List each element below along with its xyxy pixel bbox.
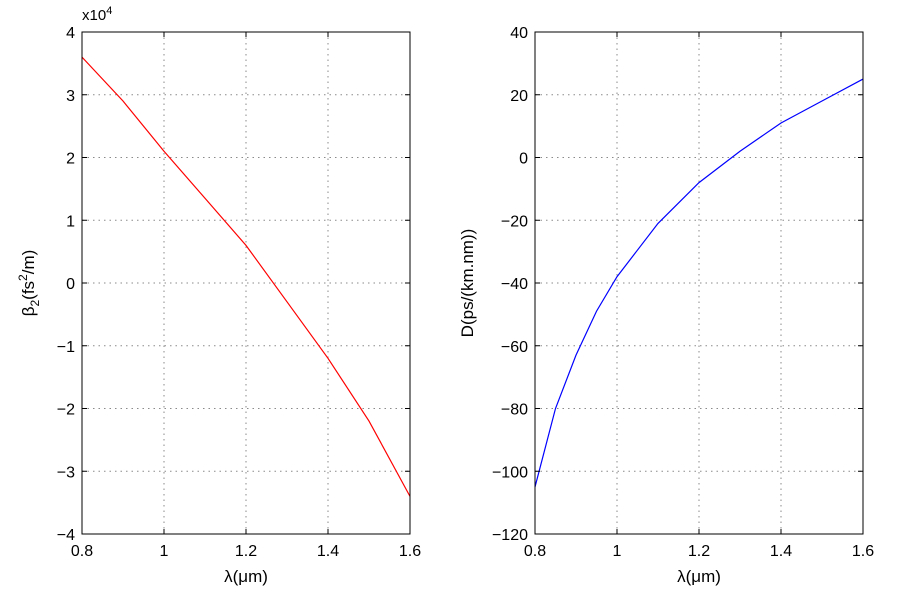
- chart-1-y-tick-label: −60: [501, 339, 528, 356]
- chart-1-x-tick-label: 1.2: [688, 543, 710, 560]
- chart-0-x-tick-label: 0.8: [71, 543, 93, 560]
- chart-1-x-tick-label: 1.6: [852, 543, 874, 560]
- chart-0-y-tick-label: −2: [57, 402, 75, 419]
- chart-0-y-tick-label: 2: [66, 151, 75, 168]
- chart-1-y-tick-label: −40: [501, 276, 528, 293]
- chart-0-x-tick-label: 1: [160, 543, 169, 560]
- chart-1-series-line: [534, 78, 864, 488]
- chart-1-x-tick-label: 0.8: [524, 543, 546, 560]
- chart-1-y-tick-label: 20: [510, 88, 528, 105]
- chart-0-y-tick-label: −3: [57, 464, 75, 481]
- dispersion-chart-panel: 0.8 1 1.2 1.4 1.6 −120 −100 −80 −60 −40 −20 0 20 40 λ(…: [458, 25, 874, 586]
- chart-1-x-tick-label: 1: [613, 543, 622, 560]
- chart-1-plot-area: [535, 32, 863, 534]
- chart-0-y-multiplier: x104: [82, 5, 112, 24]
- chart-0-series-line: [81, 56, 411, 497]
- beta2-chart-panel: 0.8 1 1.2 1.4 1.6 −4 −3 −2 −1 0 1 2 3 4 λ(μm) β2(fs2/m)…: [16, 5, 421, 586]
- chart-0-x-tick-label: 1.2: [235, 543, 257, 560]
- chart-1-y-axis-label: D(ps/(km.nm)): [458, 229, 477, 338]
- chart-0-x-tick-label: 1.6: [399, 543, 421, 560]
- chart-1-y-tick-label: −80: [501, 402, 528, 419]
- chart-0-y-tick-label: 1: [66, 213, 75, 230]
- chart-1-y-tick-label: 0: [519, 151, 528, 168]
- chart-0-y-tick-label: −1: [57, 339, 75, 356]
- chart-1-x-tick-label: 1.4: [770, 543, 792, 560]
- chart-0-x-axis-label: λ(μm): [224, 567, 268, 586]
- chart-0-y-axis-label: β2(fs2/m): [16, 250, 42, 317]
- chart-0-y-tick-label: −4: [57, 527, 75, 544]
- chart-0-plot-area: [82, 32, 410, 534]
- chart-0-x-tick-label: 1.4: [317, 543, 339, 560]
- chart-1-y-tick-label: −20: [501, 213, 528, 230]
- chart-1-y-tick-label: −120: [492, 527, 528, 544]
- chart-1-y-tick-label: −100: [492, 464, 528, 481]
- chart-0-y-tick-label: 3: [66, 88, 75, 105]
- chart-0-y-tick-label: 0: [66, 276, 75, 293]
- chart-0-y-tick-label: 4: [66, 25, 75, 42]
- chart-1-x-axis-label: λ(μm): [677, 567, 721, 586]
- chart-1-y-tick-label: 40: [510, 25, 528, 42]
